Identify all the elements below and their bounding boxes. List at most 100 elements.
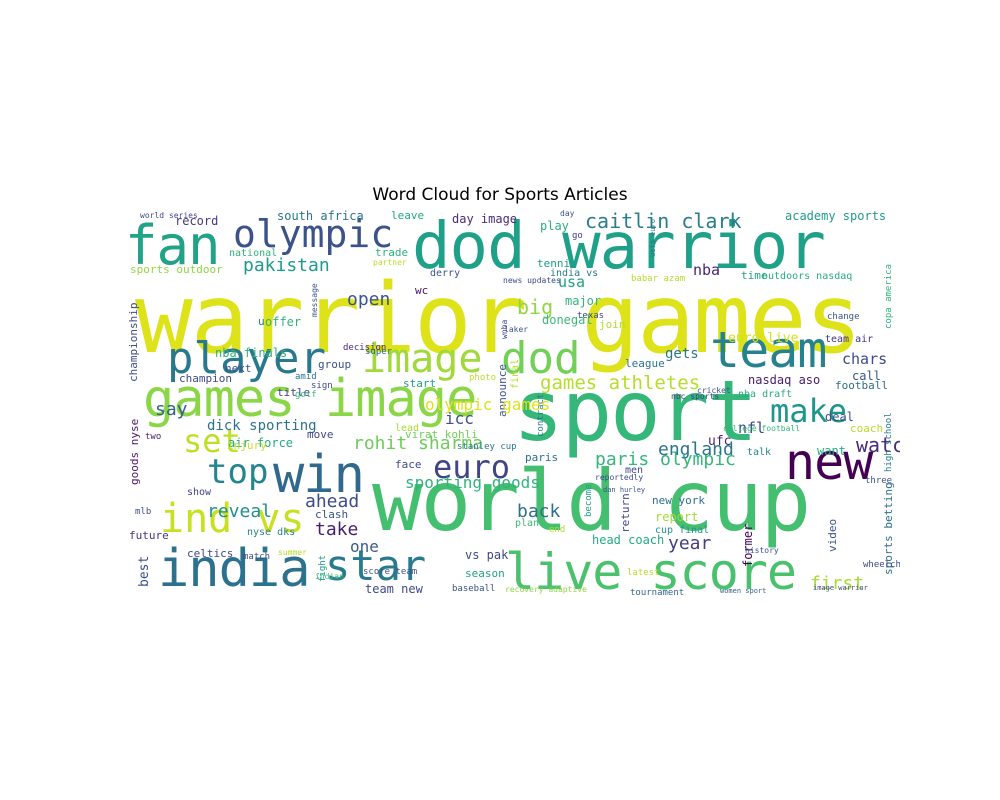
word: men: [625, 465, 644, 476]
word: pakistan: [243, 255, 330, 276]
word: record: [175, 214, 219, 228]
word: time: [741, 269, 768, 282]
word: champion: [179, 372, 232, 385]
word: amid: [295, 372, 317, 382]
word: euro live: [728, 331, 799, 346]
word: nfl: [738, 419, 766, 437]
word: final: [510, 358, 521, 389]
word: play: [540, 219, 569, 233]
word: star: [325, 541, 427, 590]
word: mlb: [135, 507, 152, 517]
word: texas: [577, 311, 605, 321]
word: sports outdoor: [130, 263, 223, 276]
word: world series: [140, 211, 198, 220]
word: latest: [627, 568, 660, 578]
word: gets: [665, 346, 699, 362]
word: win: [273, 445, 365, 505]
word: title: [277, 386, 311, 399]
word: nba finals: [215, 346, 288, 360]
word: image warrior: [813, 584, 868, 592]
word-cloud: warrior games world cup dod warrior spor…: [125, 207, 900, 605]
word: vs pak: [465, 548, 509, 562]
word: tournament: [630, 588, 685, 598]
word: copa america: [884, 263, 894, 329]
word: three: [865, 476, 893, 486]
word: video: [826, 518, 839, 552]
word: partner: [373, 258, 407, 267]
word: return: [619, 493, 632, 533]
word: player: [167, 333, 326, 384]
word: team: [710, 321, 827, 379]
word: future: [129, 529, 169, 542]
word: usa: [558, 273, 586, 291]
word: two: [145, 432, 162, 442]
word: recovery adaptive: [505, 585, 587, 594]
word: india: [158, 539, 311, 599]
word: sport: [513, 362, 758, 460]
word: world cup: [372, 452, 811, 550]
word: new york: [652, 494, 705, 507]
word: make: [770, 392, 848, 430]
word: dick sporting: [207, 418, 317, 434]
word: wc: [415, 284, 429, 297]
word: next: [225, 362, 252, 375]
word: dan hurley: [603, 486, 646, 494]
word: sign: [311, 381, 333, 391]
word: image: [362, 336, 483, 382]
word: icc: [445, 409, 474, 428]
word: laker: [504, 325, 529, 334]
word: team new: [365, 582, 423, 596]
word: deal: [825, 410, 854, 424]
word: chars: [842, 350, 888, 368]
word: sporting goods: [405, 473, 540, 492]
word: go: [572, 231, 583, 241]
word: women sport: [720, 587, 767, 595]
word: indian: [315, 572, 344, 581]
word: college football: [723, 424, 801, 433]
word: championship: [127, 302, 140, 382]
word: show: [187, 487, 212, 498]
word: live score: [505, 543, 797, 601]
word: baseball: [452, 584, 496, 594]
word: academy sports: [785, 209, 887, 223]
word: say: [155, 399, 188, 420]
word: cup final: [655, 525, 710, 536]
word: best: [137, 555, 152, 587]
word: euro: [433, 448, 511, 486]
word: report: [655, 510, 699, 524]
word: nyse dks: [247, 527, 296, 538]
word: one: [350, 537, 379, 556]
word: face: [395, 458, 422, 471]
word: plan: [515, 518, 540, 529]
word: reportedly: [595, 473, 644, 482]
word: caitlin clark: [585, 209, 742, 233]
word: outdoors nasdaq: [762, 271, 853, 282]
word: leave: [391, 209, 425, 222]
word: league: [625, 357, 665, 370]
word: goods nyse: [128, 418, 141, 485]
word: olympic: [233, 212, 394, 256]
word: set: [183, 422, 241, 460]
chart-title: Word Cloud for Sports Articles: [372, 185, 628, 205]
word: football: [835, 379, 888, 392]
word: offer: [265, 315, 302, 329]
word: reveal: [207, 501, 273, 522]
word: clash: [315, 508, 349, 521]
word: match: [243, 552, 271, 562]
word: major: [565, 294, 602, 308]
word: open: [347, 289, 391, 310]
word: india vs: [550, 268, 599, 279]
word: want: [817, 444, 846, 458]
word: call: [852, 369, 881, 383]
word: wheelchair basketball: [863, 560, 900, 570]
word: summer: [278, 548, 307, 557]
word: news updates: [503, 276, 561, 285]
word: season: [465, 567, 505, 580]
word: stanley cup: [457, 442, 517, 452]
word: ind vs: [160, 496, 305, 542]
word: u: [258, 315, 265, 328]
word: photo: [469, 373, 497, 383]
word: nba draft: [738, 389, 793, 400]
word: end: [549, 525, 566, 535]
word: watch: [856, 433, 900, 457]
